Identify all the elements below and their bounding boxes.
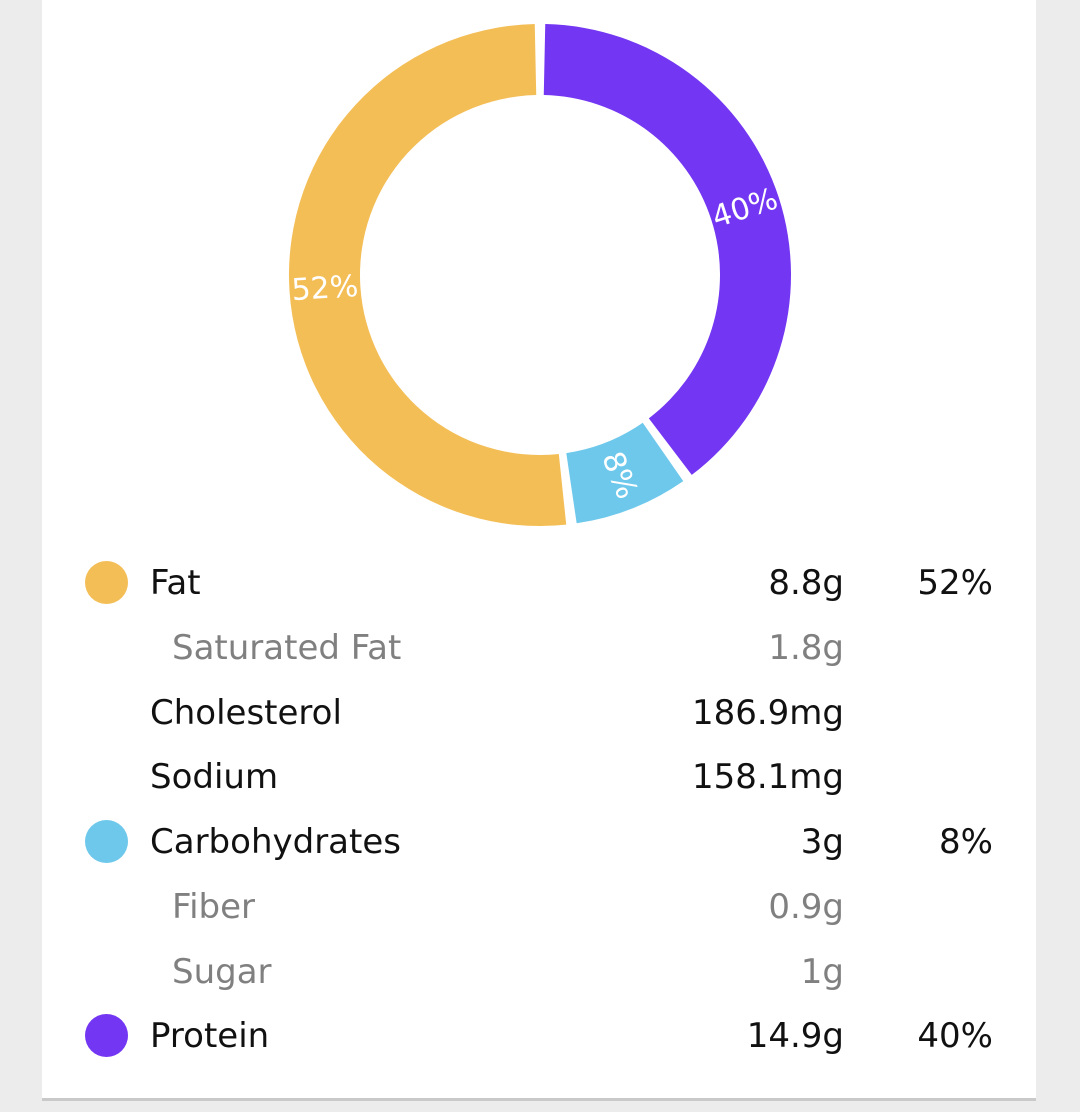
nutrient-row: Sugar 1g [0,940,1080,1004]
nutrient-name: Sugar [172,951,272,992]
donut-slice-label: 52% [291,269,360,308]
legend-color-dot [85,1014,128,1058]
donut-slice-fat [288,24,567,527]
nutrient-row: Saturated Fat 1.8g [0,616,1080,680]
nutrient-amount: 14.9g [746,1016,844,1057]
nutrient-name: Fiber [172,886,256,927]
nutrient-row: Fiber 0.9g [0,875,1080,939]
nutrient-amount: 3g [800,822,844,862]
legend-color-dot [85,820,128,863]
nutrient-row: Protein 14.9g 40% [0,1004,1080,1068]
nutrient-name: Saturated Fat [172,627,402,668]
nutrient-name: Sodium [150,757,279,798]
donut-slice-protein [543,24,791,475]
legend-color-dot [85,561,128,604]
nutrient-row: Fat 8.8g 52% [0,551,1080,615]
donut-slices [288,24,791,527]
nutrient-amount: 158.1mg [691,757,844,798]
nutrient-row: Cholesterol 186.9mg [0,681,1080,745]
nutrient-row: Carbohydrates 3g 8% [0,810,1080,874]
nutrient-amount: 186.9mg [691,692,844,733]
nutrient-name: Protein [150,1016,270,1057]
nutrient-percent: 8% [939,822,993,862]
nutrient-percent: 52% [917,563,993,603]
nutrient-name: Cholesterol [150,692,342,733]
nutrient-amount: 1g [800,951,844,992]
nutrient-row: Sodium 158.1mg [0,745,1080,809]
nutrient-percent: 40% [917,1016,993,1057]
nutrition-panel [42,0,1036,1098]
nutrient-amount: 0.9g [768,886,844,927]
bottom-divider [42,1098,1036,1101]
donut-slice-carbohydrates [566,422,684,524]
macro-donut-chart: 40%8%52% [288,24,791,527]
nutrient-name: Carbohydrates [150,822,401,862]
nutrient-amount: 1.8g [768,627,844,668]
nutrient-name: Fat [150,563,201,603]
nutrient-amount: 8.8g [768,563,844,603]
